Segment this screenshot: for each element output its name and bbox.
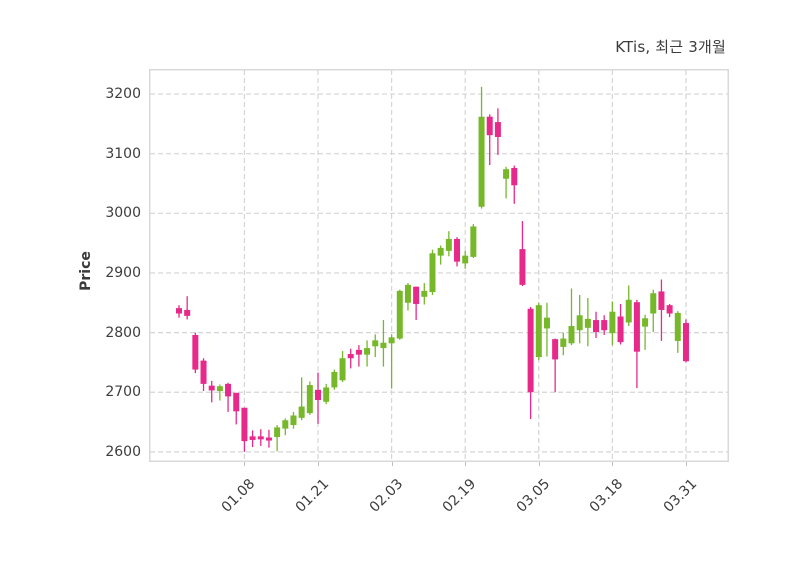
candle-body-down bbox=[552, 339, 559, 360]
candle-body-up bbox=[290, 415, 297, 426]
candle-body-up bbox=[584, 318, 591, 328]
candle-body-up bbox=[503, 169, 510, 179]
candle-body-down bbox=[225, 383, 232, 397]
y-tick-label: 2900 bbox=[105, 264, 141, 281]
candle-body-up bbox=[462, 255, 469, 264]
candle-body-down bbox=[208, 385, 215, 391]
candle-body-down bbox=[682, 323, 689, 362]
x-tick-mark bbox=[391, 462, 393, 466]
candle-body-up bbox=[396, 290, 403, 339]
candle-body-up bbox=[306, 385, 313, 414]
y-tick-label: 3200 bbox=[105, 86, 141, 103]
candle-body-up bbox=[388, 337, 395, 344]
y-tick-label: 2800 bbox=[105, 324, 141, 341]
candle-body-down bbox=[454, 238, 461, 262]
candle-body-up bbox=[674, 312, 681, 341]
candle-body-down bbox=[617, 316, 624, 343]
candle-body-up bbox=[331, 371, 338, 388]
candle-body-down bbox=[241, 407, 248, 442]
candle-body-down bbox=[519, 249, 526, 285]
candle-body-up bbox=[576, 315, 583, 331]
x-tick-mark bbox=[538, 462, 540, 466]
candle-body-up bbox=[404, 284, 411, 303]
candle-body-up bbox=[535, 305, 542, 358]
candle-body-up bbox=[380, 342, 387, 349]
candle-body-down bbox=[413, 286, 420, 304]
candle-body-up bbox=[421, 290, 428, 297]
candle-body-down bbox=[486, 116, 493, 136]
candle-body-down bbox=[527, 308, 534, 393]
candle-body-down bbox=[658, 291, 665, 310]
candle-body-up bbox=[625, 299, 632, 323]
y-tick-label: 3100 bbox=[105, 145, 141, 162]
candle-body-down bbox=[511, 167, 518, 186]
candle-body-up bbox=[609, 311, 616, 334]
candle-body-down bbox=[233, 392, 240, 412]
plot-border bbox=[149, 69, 729, 462]
chart-title: KTis, 최근 3개월 bbox=[615, 38, 726, 56]
candle-body-down bbox=[184, 309, 191, 316]
candle-body-down bbox=[666, 305, 673, 314]
candle-body-up bbox=[470, 226, 477, 257]
candle-body-up bbox=[274, 427, 281, 437]
y-tick-label: 2700 bbox=[105, 384, 141, 401]
candle-body-up bbox=[568, 326, 575, 344]
candle-body-up bbox=[478, 116, 485, 207]
candle-body-down bbox=[633, 302, 640, 352]
x-tick-mark bbox=[612, 462, 614, 466]
candle-body-down bbox=[601, 320, 608, 331]
candle-body-up bbox=[543, 317, 550, 329]
candle-body-down bbox=[355, 349, 362, 355]
candle-body-up bbox=[642, 318, 649, 327]
candlestick-chart bbox=[149, 69, 729, 462]
x-tick-label: 03.18 bbox=[587, 476, 627, 516]
candle-body-down bbox=[315, 389, 322, 400]
candle-body-up bbox=[282, 420, 289, 429]
x-tick-label: 03.05 bbox=[513, 476, 554, 516]
x-tick-label: 02.03 bbox=[366, 476, 406, 516]
candle-body-up bbox=[560, 338, 567, 347]
y-tick-label: 2600 bbox=[105, 443, 141, 460]
x-tick-mark bbox=[318, 462, 319, 466]
candle-body-up bbox=[323, 387, 330, 402]
x-tick-mark bbox=[244, 462, 246, 466]
candle-body-down bbox=[257, 436, 264, 440]
x-tick-mark bbox=[465, 462, 467, 466]
candle-body-up bbox=[429, 253, 436, 293]
x-tick-label: 02.19 bbox=[439, 476, 480, 516]
candle-body-up bbox=[339, 358, 346, 381]
candle-body-up bbox=[298, 406, 305, 418]
candle-body-down bbox=[494, 122, 501, 137]
candle-body-up bbox=[364, 348, 371, 355]
candle-body-down bbox=[347, 354, 354, 359]
candle-body-down bbox=[192, 334, 199, 370]
candle-body-down bbox=[249, 436, 256, 440]
x-tick-label: 03.31 bbox=[660, 476, 701, 516]
x-tick-label: 01.21 bbox=[292, 476, 333, 516]
candle-body-up bbox=[372, 340, 379, 347]
candle-body-up bbox=[437, 247, 444, 256]
candle-body-down bbox=[593, 320, 600, 332]
candle-body-down bbox=[200, 360, 207, 384]
y-tick-label: 3000 bbox=[105, 205, 141, 222]
x-tick-mark bbox=[685, 462, 687, 466]
x-tick-label: 01.08 bbox=[219, 476, 259, 516]
candle-body-down bbox=[265, 437, 272, 441]
candle-body-up bbox=[445, 238, 452, 251]
candle-body-down bbox=[176, 308, 182, 314]
candle-body-up bbox=[650, 293, 657, 314]
candle-body-up bbox=[216, 386, 223, 392]
